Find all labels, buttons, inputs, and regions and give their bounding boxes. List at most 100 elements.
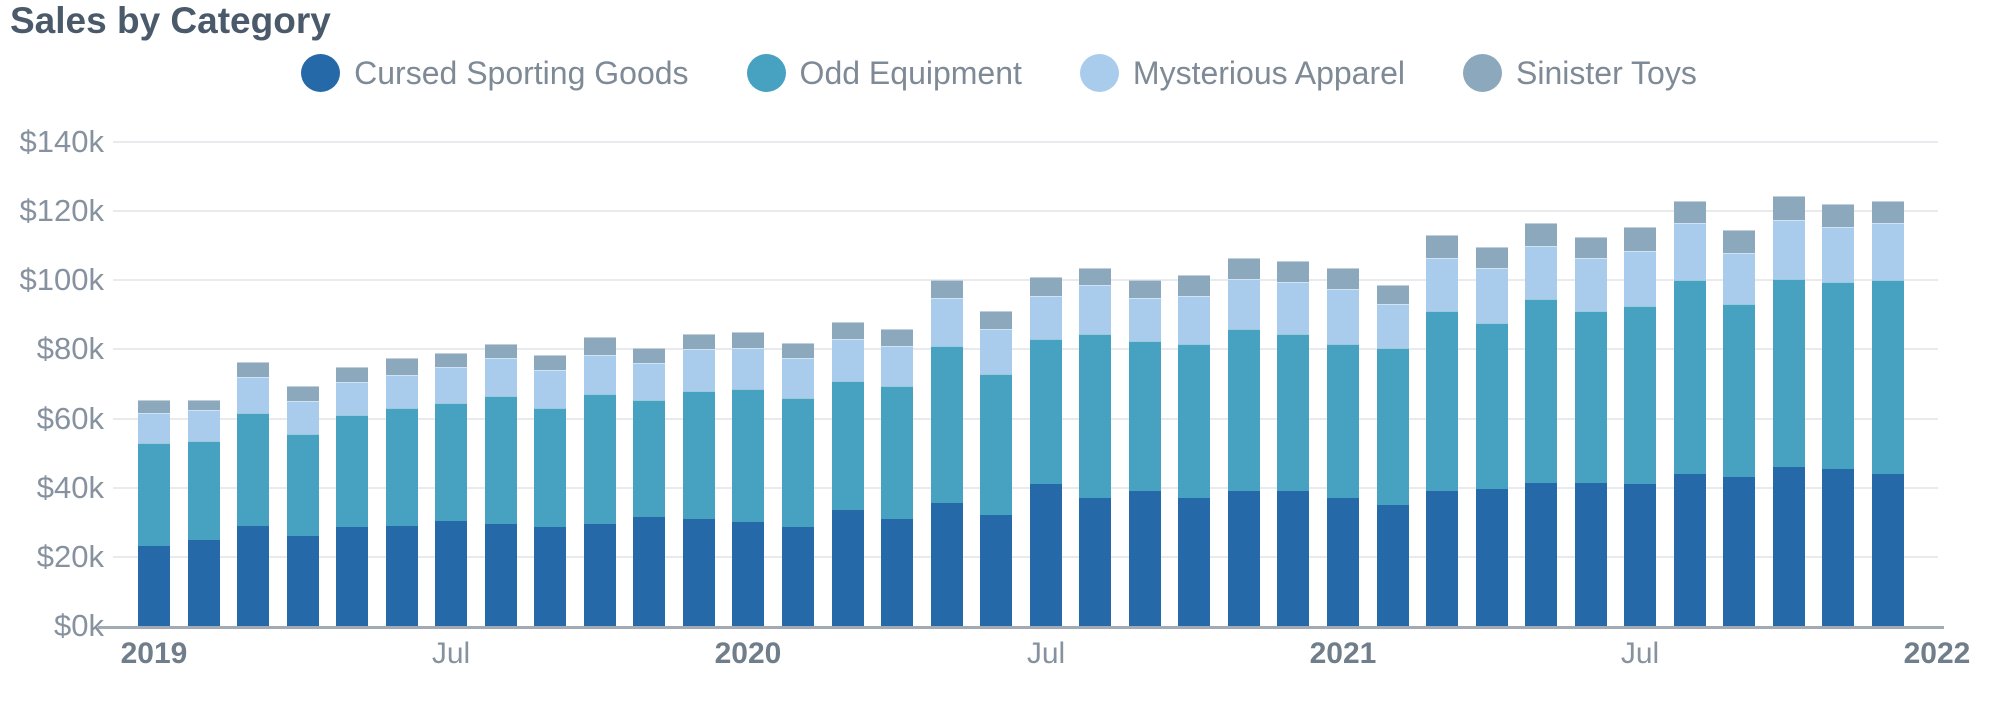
bar-segment-sinister-toys[interactable] — [1723, 230, 1755, 253]
bar-segment-cursed-sporting-goods[interactable] — [1674, 474, 1706, 626]
bar-segment-odd-equipment[interactable] — [188, 441, 220, 540]
bar-segment-cursed-sporting-goods[interactable] — [931, 503, 963, 626]
bar-segment-cursed-sporting-goods[interactable] — [1525, 483, 1557, 626]
bar-segment-sinister-toys[interactable] — [1624, 227, 1656, 251]
bar-segment-cursed-sporting-goods[interactable] — [1327, 498, 1359, 626]
bar-segment-sinister-toys[interactable] — [435, 353, 467, 367]
bar-segment-sinister-toys[interactable] — [188, 400, 220, 410]
bar-segment-mysterious-apparel[interactable] — [1872, 223, 1904, 280]
bar-segment-mysterious-apparel[interactable] — [1723, 253, 1755, 304]
bar-segment-odd-equipment[interactable] — [1674, 280, 1706, 474]
bar-segment-odd-equipment[interactable] — [1624, 306, 1656, 484]
bar-segment-cursed-sporting-goods[interactable] — [1872, 474, 1904, 626]
bar-segment-sinister-toys[interactable] — [1426, 235, 1458, 258]
bar-segment-mysterious-apparel[interactable] — [386, 375, 418, 408]
bar-segment-cursed-sporting-goods[interactable] — [485, 524, 517, 626]
bar-segment-cursed-sporting-goods[interactable] — [386, 526, 418, 626]
bar-segment-mysterious-apparel[interactable] — [1525, 246, 1557, 299]
bar-segment-odd-equipment[interactable] — [435, 403, 467, 521]
bar-segment-cursed-sporting-goods[interactable] — [1277, 491, 1309, 626]
bar-segment-sinister-toys[interactable] — [931, 280, 963, 298]
bar-segment-mysterious-apparel[interactable] — [980, 329, 1012, 374]
bar-segment-cursed-sporting-goods[interactable] — [633, 517, 665, 626]
bar-segment-odd-equipment[interactable] — [1178, 344, 1210, 498]
bar-segment-sinister-toys[interactable] — [980, 311, 1012, 329]
bar-segment-cursed-sporting-goods[interactable] — [1575, 483, 1607, 626]
bar-segment-sinister-toys[interactable] — [881, 329, 913, 346]
bar-segment-mysterious-apparel[interactable] — [435, 367, 467, 403]
bar-segment-mysterious-apparel[interactable] — [1476, 268, 1508, 323]
bar-segment-mysterious-apparel[interactable] — [832, 339, 864, 381]
bar-segment-mysterious-apparel[interactable] — [584, 355, 616, 394]
bar-segment-odd-equipment[interactable] — [1228, 329, 1260, 491]
bar-segment-cursed-sporting-goods[interactable] — [534, 527, 566, 626]
bar-segment-cursed-sporting-goods[interactable] — [1129, 491, 1161, 626]
bar-segment-mysterious-apparel[interactable] — [1773, 220, 1805, 279]
bar-segment-sinister-toys[interactable] — [1030, 277, 1062, 296]
bar-segment-cursed-sporting-goods[interactable] — [1228, 491, 1260, 626]
bar-segment-sinister-toys[interactable] — [1575, 237, 1607, 258]
bar-segment-cursed-sporting-goods[interactable] — [1822, 469, 1854, 626]
bar-segment-cursed-sporting-goods[interactable] — [584, 524, 616, 626]
bar-segment-cursed-sporting-goods[interactable] — [881, 519, 913, 626]
bar-segment-odd-equipment[interactable] — [1723, 304, 1755, 477]
legend-item-mysterious-apparel[interactable]: Mysterious Apparel — [1079, 54, 1405, 92]
bar-segment-mysterious-apparel[interactable] — [237, 377, 269, 413]
bar-segment-mysterious-apparel[interactable] — [1575, 258, 1607, 311]
bar-segment-odd-equipment[interactable] — [1872, 280, 1904, 474]
bar-segment-cursed-sporting-goods[interactable] — [1079, 498, 1111, 626]
bar-segment-cursed-sporting-goods[interactable] — [1178, 498, 1210, 626]
bar-segment-sinister-toys[interactable] — [1277, 261, 1309, 282]
bar-segment-mysterious-apparel[interactable] — [336, 382, 368, 415]
bar-segment-sinister-toys[interactable] — [683, 334, 715, 349]
bar-segment-mysterious-apparel[interactable] — [138, 413, 170, 443]
bar-segment-odd-equipment[interactable] — [683, 391, 715, 519]
bar-segment-odd-equipment[interactable] — [1525, 299, 1557, 483]
bar-segment-cursed-sporting-goods[interactable] — [1377, 505, 1409, 626]
bar-segment-sinister-toys[interactable] — [1377, 285, 1409, 304]
bar-segment-cursed-sporting-goods[interactable] — [832, 510, 864, 626]
bar-segment-odd-equipment[interactable] — [138, 443, 170, 546]
bar-segment-odd-equipment[interactable] — [287, 434, 319, 536]
bar-segment-mysterious-apparel[interactable] — [1129, 298, 1161, 341]
bar-segment-sinister-toys[interactable] — [1129, 280, 1161, 298]
bar-segment-cursed-sporting-goods[interactable] — [732, 522, 764, 626]
bar-segment-odd-equipment[interactable] — [1773, 279, 1805, 467]
bar-segment-mysterious-apparel[interactable] — [1377, 304, 1409, 348]
bar-segment-mysterious-apparel[interactable] — [1079, 285, 1111, 334]
bar-segment-sinister-toys[interactable] — [534, 355, 566, 370]
bar-segment-mysterious-apparel[interactable] — [931, 298, 963, 346]
bar-segment-mysterious-apparel[interactable] — [683, 349, 715, 391]
bar-segment-sinister-toys[interactable] — [485, 344, 517, 358]
legend-item-sinister-toys[interactable]: Sinister Toys — [1463, 54, 1697, 92]
bar-segment-sinister-toys[interactable] — [832, 322, 864, 339]
bar-segment-sinister-toys[interactable] — [336, 367, 368, 382]
bar-segment-mysterious-apparel[interactable] — [881, 346, 913, 386]
bar-segment-sinister-toys[interactable] — [732, 332, 764, 348]
bar-segment-mysterious-apparel[interactable] — [1327, 289, 1359, 344]
bar-segment-odd-equipment[interactable] — [1129, 341, 1161, 491]
bar-segment-mysterious-apparel[interactable] — [633, 363, 665, 400]
bar-segment-mysterious-apparel[interactable] — [1674, 223, 1706, 280]
bar-segment-odd-equipment[interactable] — [732, 389, 764, 522]
bar-segment-odd-equipment[interactable] — [1277, 334, 1309, 491]
bar-segment-sinister-toys[interactable] — [1228, 258, 1260, 279]
bar-segment-mysterious-apparel[interactable] — [188, 410, 220, 441]
bar-segment-cursed-sporting-goods[interactable] — [1773, 467, 1805, 626]
bar-segment-sinister-toys[interactable] — [1476, 247, 1508, 268]
bar-segment-odd-equipment[interactable] — [386, 408, 418, 526]
bar-segment-cursed-sporting-goods[interactable] — [138, 546, 170, 626]
bar-segment-mysterious-apparel[interactable] — [1030, 296, 1062, 339]
bar-segment-cursed-sporting-goods[interactable] — [1723, 477, 1755, 626]
bar-segment-mysterious-apparel[interactable] — [782, 358, 814, 398]
bar-segment-odd-equipment[interactable] — [1030, 339, 1062, 484]
bar-segment-sinister-toys[interactable] — [1178, 275, 1210, 296]
bar-segment-odd-equipment[interactable] — [1822, 282, 1854, 469]
bar-segment-sinister-toys[interactable] — [1773, 196, 1805, 220]
bar-segment-mysterious-apparel[interactable] — [287, 401, 319, 434]
bar-segment-odd-equipment[interactable] — [1476, 323, 1508, 489]
bar-segment-cursed-sporting-goods[interactable] — [336, 527, 368, 626]
legend-item-odd-equipment[interactable]: Odd Equipment — [746, 54, 1022, 92]
bar-segment-mysterious-apparel[interactable] — [1822, 227, 1854, 282]
bar-segment-sinister-toys[interactable] — [1525, 223, 1557, 246]
